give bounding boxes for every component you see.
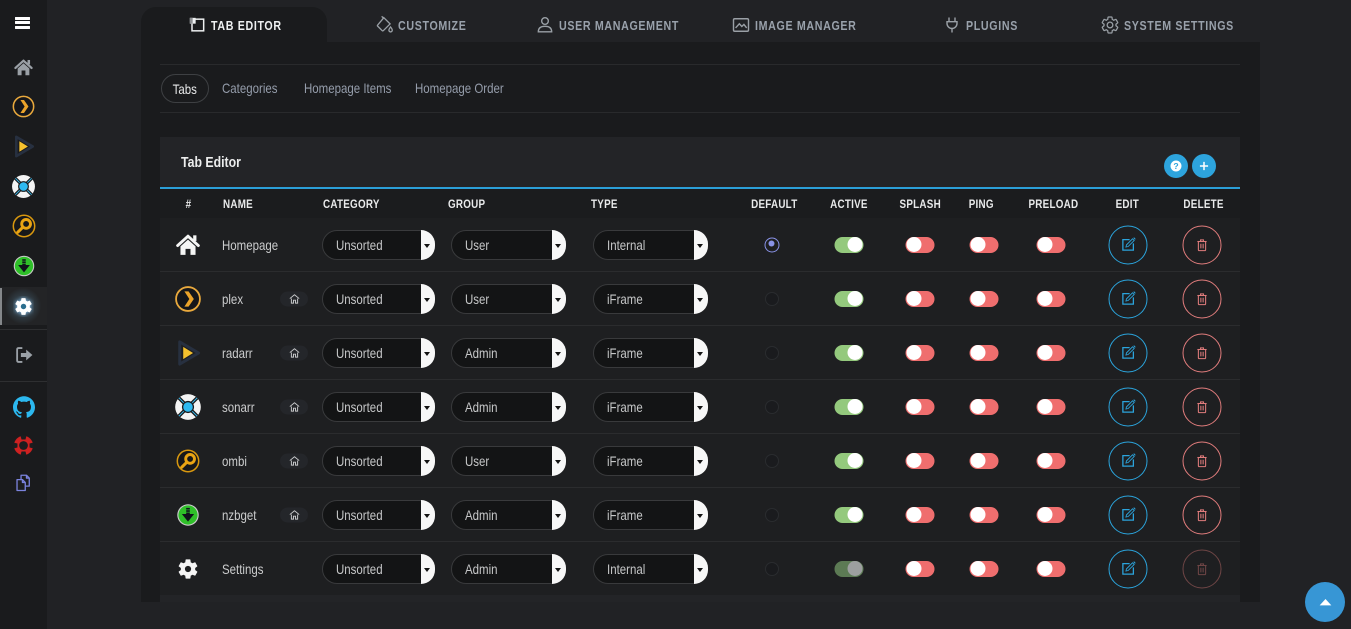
- svg-text:?: ?: [1173, 161, 1178, 171]
